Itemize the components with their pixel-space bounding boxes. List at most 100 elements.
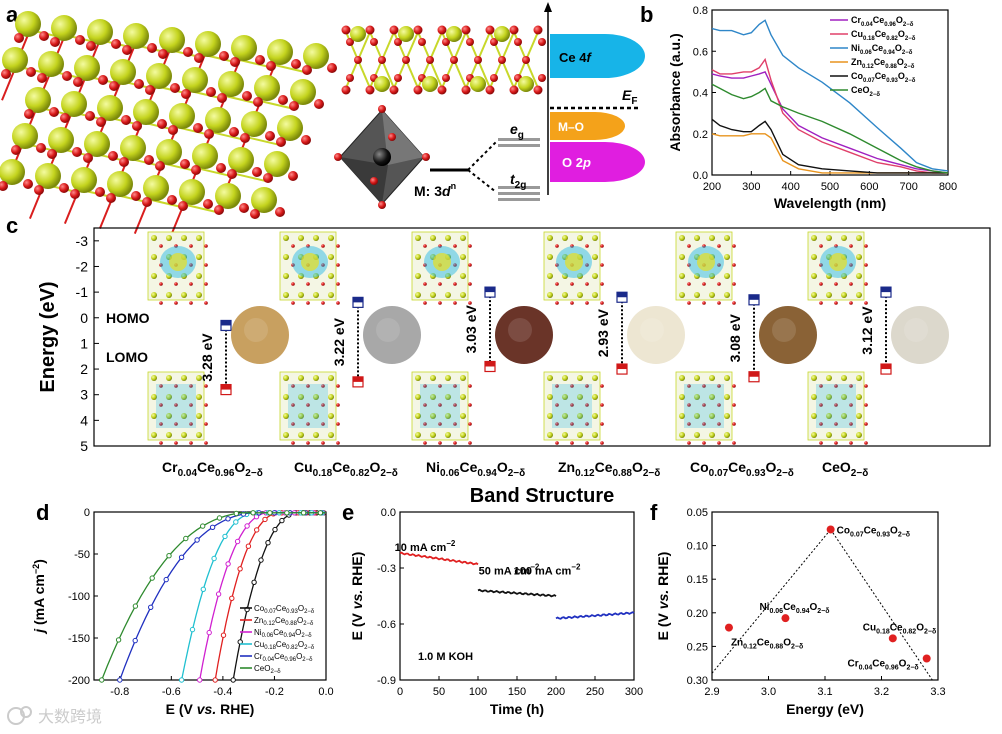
homo-marker-fill — [485, 287, 495, 293]
data-point — [115, 637, 122, 643]
cerium-atom — [267, 39, 293, 65]
charge-isosurface — [156, 384, 196, 428]
oxygen-atom — [702, 301, 706, 305]
cerium-atom — [415, 235, 421, 241]
cerium-atom — [415, 292, 421, 298]
y-axis-label: E (V vs. RHE) — [655, 552, 671, 641]
oxygen-atom — [191, 165, 201, 175]
charge-isosurface — [301, 253, 319, 271]
y-tick-label: 0.20 — [687, 608, 708, 620]
cerium-atom — [592, 375, 598, 381]
cerium-atom — [679, 432, 685, 438]
x-tick-label: 2.9 — [704, 686, 719, 698]
y-axis-label: Absorbance (a.u.) — [667, 33, 683, 151]
oxygen-atom — [438, 384, 442, 388]
oxygen-atom — [600, 244, 604, 248]
segment-line — [477, 588, 557, 598]
oxygen-atom — [336, 441, 340, 445]
data-point — [317, 510, 324, 516]
oxygen-atom — [174, 282, 178, 286]
data-point — [888, 634, 897, 643]
oxygen-atom — [147, 43, 157, 53]
bond — [260, 100, 296, 111]
cerium-atom — [577, 292, 583, 298]
y-tick-label: 0.30 — [687, 675, 708, 687]
powder-photo — [231, 306, 289, 364]
charge-density-top — [411, 231, 472, 305]
oxygen-atom — [555, 263, 559, 267]
oxygen-atom — [85, 111, 95, 121]
oxygen-atom — [423, 403, 427, 407]
oxygen-atom — [849, 282, 853, 286]
x-tick-label: 700 — [899, 181, 917, 193]
oxygen-atom — [180, 159, 190, 169]
oxygen-atom — [585, 244, 589, 248]
cerium-atom — [107, 171, 133, 197]
homo-marker-fill — [221, 320, 231, 326]
x-axis-label: Energy (eV) — [786, 701, 864, 717]
x-tick-label: 150 — [508, 686, 526, 698]
panel-label-c: c — [6, 213, 18, 238]
y-tick-label: 0.8 — [693, 5, 708, 17]
material-label: Zn0.12Ce0.88O2−δ — [558, 459, 660, 479]
oxygen-atom — [86, 41, 96, 51]
bond — [369, 59, 383, 89]
cerium-atom — [181, 273, 187, 279]
oxygen-atom — [62, 71, 72, 81]
cerium-atom — [298, 235, 304, 241]
oxygen-atom — [306, 403, 310, 407]
plot-frame — [93, 227, 991, 447]
oxygen-atom — [204, 301, 208, 305]
series-line — [711, 133, 948, 174]
oxygen-atom — [370, 38, 378, 46]
oxygen-atom — [122, 45, 132, 55]
cerium-atom — [415, 394, 421, 400]
lomo-marker-fill — [221, 384, 231, 390]
powder-photo — [627, 306, 685, 364]
cerium-atom — [494, 26, 510, 42]
oxygen-atom — [498, 56, 506, 64]
cerium-atom — [313, 292, 319, 298]
x-tick-label: 100 — [469, 686, 487, 698]
oxygen-atom — [168, 125, 178, 135]
cerium-atom — [811, 292, 817, 298]
data-point — [244, 523, 250, 529]
oxygen-atom — [453, 282, 457, 286]
oxygen-atom — [570, 441, 574, 445]
oxygen-atom — [75, 35, 85, 45]
oxygen-atom — [239, 203, 249, 213]
oxygen-atom — [468, 403, 472, 407]
cerium-atom — [460, 235, 466, 241]
oxygen-atom — [864, 263, 868, 267]
oxygen-atom — [23, 179, 33, 189]
lomo-marker-fill — [353, 376, 363, 382]
cerium-atom — [181, 292, 187, 298]
cerium-atom — [826, 375, 832, 381]
cerium-atom — [679, 375, 685, 381]
cerium-atom — [290, 79, 316, 105]
crystal-structure-3d — [0, 11, 337, 239]
cerium-atom — [724, 432, 730, 438]
cerium-atom — [110, 59, 136, 85]
cerium-atom — [328, 432, 334, 438]
cerium-atom — [445, 273, 451, 279]
cerium-atom — [694, 292, 700, 298]
cerium-atom — [38, 51, 64, 77]
data-point — [148, 604, 154, 610]
oxygen-atom — [291, 422, 295, 426]
x-tick-label: 600 — [860, 181, 878, 193]
oxygen-atom — [438, 282, 442, 286]
data-point — [250, 510, 256, 516]
y-tick-label: 0.0 — [693, 170, 708, 182]
segment-line — [399, 551, 479, 566]
oxygen-atom — [834, 403, 838, 407]
cerium-atom — [724, 235, 730, 241]
oxygen-atom — [570, 282, 574, 286]
data-point — [279, 517, 285, 524]
bond — [489, 59, 503, 89]
oxygen-atom — [717, 422, 721, 426]
y-tick-label: -0.6 — [377, 619, 396, 631]
y-tick-label: 0.25 — [687, 641, 708, 653]
cerium-atom — [724, 292, 730, 298]
oxygen-atom — [321, 441, 325, 445]
